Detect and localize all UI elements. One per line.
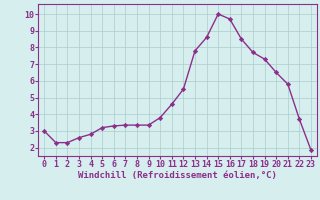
X-axis label: Windchill (Refroidissement éolien,°C): Windchill (Refroidissement éolien,°C) [78,171,277,180]
